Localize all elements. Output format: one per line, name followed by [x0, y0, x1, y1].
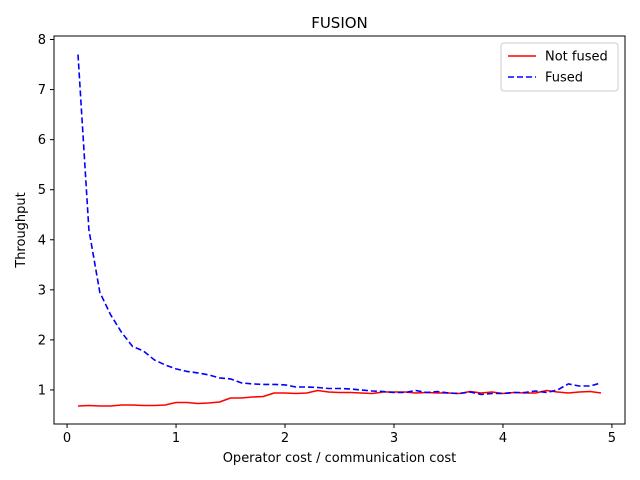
- y-tick-label-5: 6: [38, 133, 46, 148]
- x-tick-label-1: 1: [172, 431, 180, 446]
- legend-box: [500, 42, 619, 92]
- x-tick-label-0: 0: [63, 431, 71, 446]
- series-line-not-fused: [77, 389, 602, 407]
- chart-title: FUSION: [311, 14, 368, 32]
- x-axis-label: Operator cost / communication cost: [223, 451, 457, 466]
- y-tick-label-0: 1: [38, 383, 46, 398]
- y-tick-label-7: 8: [38, 33, 46, 48]
- y-tick-label-2: 3: [38, 283, 46, 298]
- legend-label-1: Fused: [545, 71, 583, 86]
- series-layer: [77, 54, 602, 407]
- plot-frame: [53, 35, 626, 425]
- x-axis-ticks: 0 1 2 3 4 5: [63, 424, 616, 446]
- x-tick-label-5: 5: [608, 431, 616, 446]
- x-tick-label-4: 4: [499, 431, 507, 446]
- y-tick-label-4: 5: [38, 183, 46, 198]
- y-tick-label-1: 2: [38, 333, 46, 348]
- y-tick-label-3: 4: [38, 233, 46, 248]
- legend: Not fused Fused: [500, 42, 619, 92]
- y-tick-label-6: 7: [38, 83, 46, 98]
- legend-label-0: Not fused: [545, 50, 608, 65]
- series-line-fused: [77, 54, 602, 396]
- x-tick-label-3: 3: [390, 431, 398, 446]
- y-axis-ticks: 1 2 3 4 5 6 7 8: [38, 33, 54, 398]
- y-axis-label: Throughput: [14, 192, 29, 269]
- x-tick-label-2: 2: [281, 431, 289, 446]
